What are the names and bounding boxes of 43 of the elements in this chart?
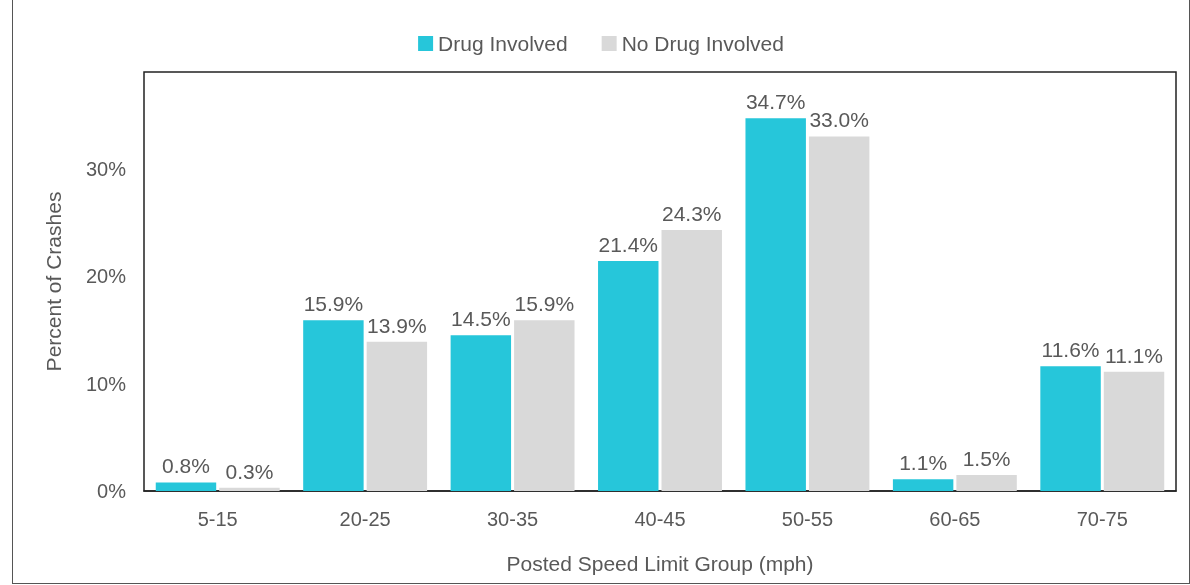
x-axis-title: Posted Speed Limit Group (mph) <box>506 552 814 575</box>
bar <box>1103 371 1165 491</box>
data-label: 21.4% <box>598 233 659 257</box>
legend-label: Drug Involved <box>438 32 568 55</box>
data-label: 33.0% <box>809 108 869 132</box>
x-tick-label: 50-55 <box>781 508 834 530</box>
data-label: 34.7% <box>745 90 806 114</box>
data-label: 24.3% <box>661 201 722 225</box>
bar <box>745 118 806 491</box>
data-label: 0.3% <box>225 459 274 483</box>
bar <box>661 229 722 491</box>
bar <box>303 320 364 491</box>
data-label: 11.6% <box>1041 338 1100 362</box>
bar <box>219 487 280 491</box>
y-tick-label: 20% <box>85 265 127 288</box>
data-label: 11.1% <box>1105 343 1164 367</box>
y-axis-title: Percent of Crashes <box>42 191 65 372</box>
data-label: 13.9% <box>367 313 427 337</box>
bar <box>1040 366 1101 491</box>
y-tick-label: 0% <box>97 480 127 502</box>
data-label: 14.5% <box>451 307 511 331</box>
y-tick-label: 30% <box>85 157 127 180</box>
data-label: 1.5% <box>962 446 1011 470</box>
legend-label: No Drug Involved <box>621 32 784 55</box>
bar <box>514 320 575 491</box>
bar <box>450 335 512 491</box>
x-tick-label: 60-65 <box>929 508 981 530</box>
x-tick-label: 20-25 <box>339 508 391 530</box>
bar <box>366 341 428 491</box>
data-label: 0.8% <box>162 454 210 478</box>
bar <box>155 482 217 491</box>
bar <box>808 136 870 491</box>
bar <box>892 479 954 491</box>
x-tick-label: 70-75 <box>1076 508 1128 530</box>
y-tick-label: 10% <box>85 372 127 395</box>
x-tick-label: 5-15 <box>197 508 238 530</box>
bar <box>956 474 1017 491</box>
data-label: 1.1% <box>899 451 948 475</box>
x-tick-label: 40-45 <box>634 508 686 530</box>
bar <box>598 261 659 491</box>
x-tick-label: 30-35 <box>486 508 539 530</box>
data-label: 15.9% <box>303 292 364 316</box>
data-label: 15.9% <box>514 292 575 316</box>
